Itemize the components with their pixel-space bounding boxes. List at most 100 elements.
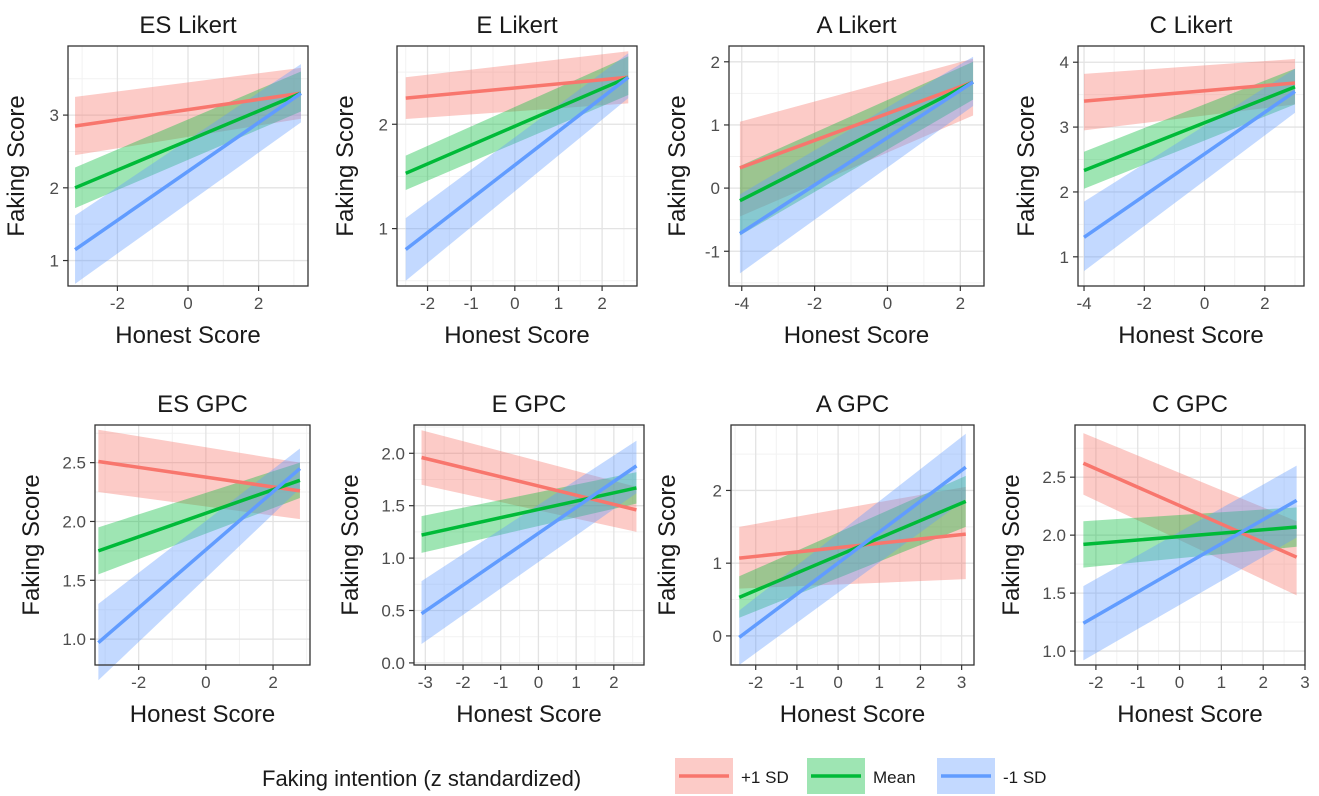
series-line-plus-1-sd: [739, 532, 966, 560]
series-line-minus-1-sd: [74, 91, 302, 252]
panel-a-likert: -4 -2 0 2 -1 0 1 2 A Likert Honest Score Faking Sc…: [664, 12, 985, 349]
y-tick-label: 2.5: [62, 454, 86, 473]
ci-ribbon-mean: [405, 56, 629, 190]
panel-title: ES Likert: [139, 12, 237, 39]
x-tick-label: 0: [183, 294, 192, 313]
y-axis-title: Faking Score: [3, 95, 30, 236]
x-tick-label: 0: [534, 673, 543, 692]
panel-border: [94, 424, 311, 666]
x-tick-label: 2: [268, 673, 277, 692]
y-tick-label: 2: [713, 481, 722, 500]
y-tick-label: 0.5: [381, 602, 405, 621]
panel-title: A Likert: [816, 12, 896, 39]
legend-label: Mean: [873, 768, 916, 787]
panel-border: [1077, 45, 1305, 287]
series-line-plus-1-sd: [74, 91, 302, 128]
x-axis-title: Honest Score: [780, 701, 925, 728]
x-tick-label: -1: [789, 673, 804, 692]
y-tick-label: 1.5: [62, 571, 86, 590]
y-tick-label: 1: [711, 116, 720, 135]
series-line-minus-1-sd: [404, 75, 630, 251]
y-tick-label: 1.0: [62, 630, 86, 649]
y-tick-label: 0: [713, 627, 722, 646]
panel-border: [413, 424, 645, 666]
legend-key-mean: Mean: [807, 758, 916, 794]
series-line-plus-1-sd: [1082, 461, 1298, 559]
x-tick-label: 2: [1258, 673, 1267, 692]
panel-border: [730, 424, 975, 666]
legend-key-minus-1-sd: -1 SD: [937, 758, 1046, 794]
series-line-mean: [405, 75, 629, 175]
panel-border: [396, 45, 638, 287]
x-axis-title: Honest Score: [456, 701, 601, 728]
x-tick-label: 0: [1175, 673, 1184, 692]
x-tick-label: 2: [956, 294, 965, 313]
x-tick-label: 1: [554, 294, 563, 313]
x-tick-label: 2: [1260, 294, 1269, 313]
y-tick-label: 1.0: [1042, 642, 1066, 661]
series-line-mean: [97, 478, 301, 553]
x-tick-label: -1: [464, 294, 479, 313]
y-tick-label: 0: [711, 179, 720, 198]
y-tick-label: 1: [1060, 248, 1069, 267]
x-axis-title: Honest Score: [444, 322, 589, 349]
ci-ribbon-plus-1-sd: [75, 67, 301, 156]
x-tick-label: 0: [883, 294, 892, 313]
x-tick-label: 0: [833, 673, 842, 692]
y-axis-title: Faking Score: [337, 474, 364, 615]
y-tick-label: 0.0: [381, 654, 405, 673]
x-tick-label: -2: [748, 673, 763, 692]
panel-title: C Likert: [1150, 12, 1233, 39]
y-tick-label: 1.5: [1042, 584, 1066, 603]
ci-ribbon-minus-1-sd: [405, 53, 629, 281]
y-axis-title: Faking Score: [654, 474, 681, 615]
x-tick-label: -3: [418, 673, 433, 692]
series-line-plus-1-sd: [1083, 81, 1296, 103]
x-axis-title: Honest Score: [130, 701, 275, 728]
panel-c-likert: -4 -2 0 2 1 2 3 4 C Likert Honest Score Faking Sco…: [1013, 12, 1305, 349]
panel-title: E GPC: [492, 391, 567, 418]
series-line-mean: [1083, 525, 1297, 547]
series-line-minus-1-sd: [1082, 498, 1298, 625]
x-tick-label: -2: [455, 673, 470, 692]
x-tick-label: 0: [510, 294, 519, 313]
series-line-minus-1-sd: [97, 467, 302, 644]
x-tick-label: -2: [131, 673, 146, 692]
y-axis-title: Faking Score: [1013, 95, 1040, 236]
y-tick-label: 2: [711, 53, 720, 72]
y-tick-label: 1: [713, 554, 722, 573]
y-tick-label: 3: [50, 106, 59, 125]
x-tick-label: 3: [957, 673, 966, 692]
series-line-plus-1-sd: [405, 75, 629, 100]
series-line-mean: [739, 80, 974, 203]
ci-ribbon-minus-1-sd: [1084, 68, 1295, 272]
x-tick-label: -2: [1137, 294, 1152, 313]
panel-title: ES GPC: [157, 391, 248, 418]
y-tick-label: 1.5: [381, 497, 405, 516]
panel-c-gpc: -2 -1 0 1 2 3 1.0 1.5 2.0 2.5 C GPC Honest Score Fak…: [998, 391, 1310, 728]
panel-border: [1074, 424, 1306, 666]
y-tick-label: 2.0: [1042, 526, 1066, 545]
y-tick-label: 3: [1060, 118, 1069, 137]
y-tick-label: 1: [50, 252, 59, 271]
x-tick-label: 1: [875, 673, 884, 692]
x-axis-title: Honest Score: [115, 322, 260, 349]
series-line-mean: [1083, 85, 1296, 173]
panel-border: [728, 45, 985, 287]
series-line-plus-1-sd: [739, 80, 974, 170]
panel-title: A GPC: [816, 391, 889, 418]
legend-key-plus-1-sd: +1 SD: [675, 758, 789, 794]
x-tick-label: 1: [1217, 673, 1226, 692]
y-tick-label: 4: [1060, 53, 1069, 72]
y-tick-label: 2: [50, 179, 59, 198]
plot-background: [729, 46, 984, 286]
series-line-minus-1-sd: [738, 80, 975, 236]
panel-e-likert: -2 -1 0 1 2 1 2 E Likert Honest Score Faking Scor…: [332, 12, 638, 349]
x-axis-title: Honest Score: [1118, 322, 1263, 349]
series-line-mean: [738, 499, 967, 599]
panel-es-gpc: -2 0 2 1.0 1.5 2.0 2.5 ES GPC Honest Score Faking…: [18, 391, 311, 728]
x-tick-label: 2: [254, 294, 263, 313]
legend-label: -1 SD: [1003, 768, 1046, 787]
ci-ribbon-plus-1-sd: [739, 486, 966, 589]
ci-ribbon-plus-1-sd: [1084, 58, 1295, 131]
